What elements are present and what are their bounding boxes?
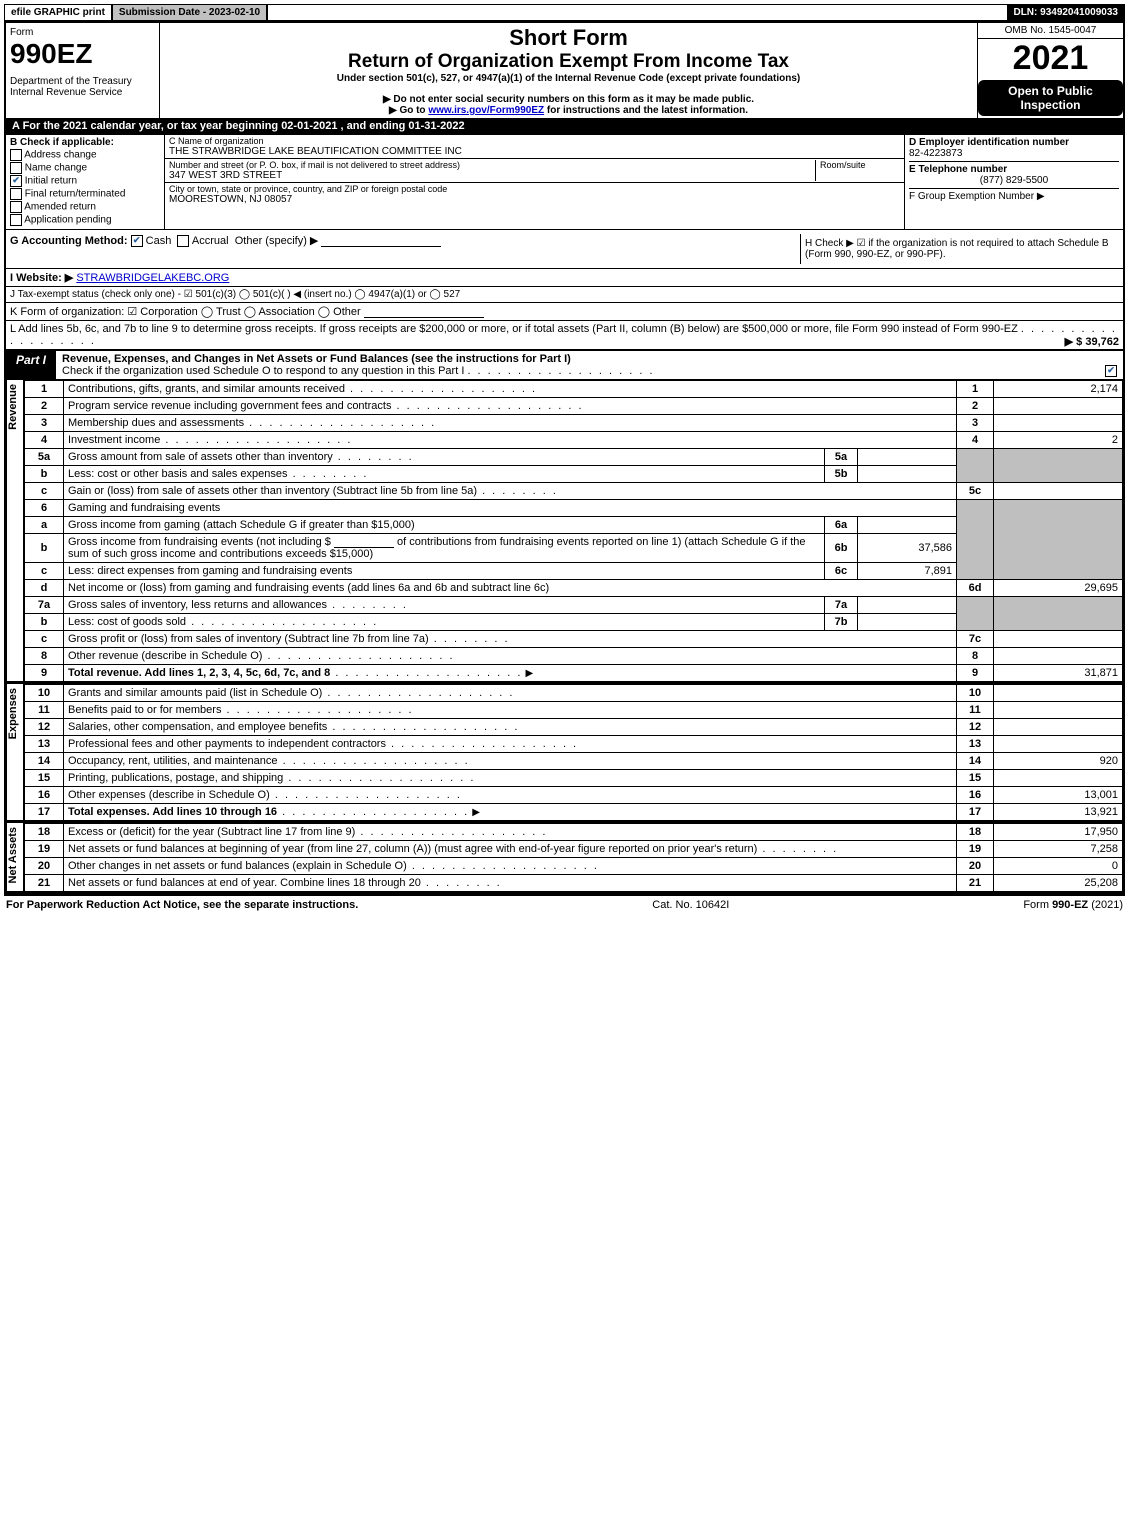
line-g-h: G Accounting Method: ✔ Cash Accrual Othe… xyxy=(6,229,1123,268)
irs-label: Internal Revenue Service xyxy=(10,87,122,98)
box-b-options: Address change Name change ✔ Initial ret… xyxy=(10,149,160,226)
form-word: Form xyxy=(10,27,155,38)
dept-treasury: Department of the Treasury xyxy=(10,76,132,87)
line-6c-val: 7,891 xyxy=(858,563,957,580)
line-17-val: 13,921 xyxy=(994,804,1123,821)
org-info-section: B Check if applicable: Address change Na… xyxy=(6,134,1123,229)
paperwork-notice: For Paperwork Reduction Act Notice, see … xyxy=(6,899,358,911)
checkbox-address-change[interactable] xyxy=(10,149,22,161)
phone-value: (877) 829-5500 xyxy=(909,175,1119,186)
line-1-val: 2,174 xyxy=(994,381,1123,398)
gross-receipts: ▶ $ 39,762 xyxy=(1065,335,1119,348)
top-bar: efile GRAPHIC print Submission Date - 20… xyxy=(4,4,1125,21)
line-6b-val: 37,586 xyxy=(858,534,957,563)
page-footer: For Paperwork Reduction Act Notice, see … xyxy=(4,894,1125,914)
open-public-badge: Open to Public Inspection xyxy=(978,80,1123,116)
expenses-table: 10 Grants and similar amounts paid (list… xyxy=(24,684,1123,821)
checkbox-accrual[interactable] xyxy=(177,235,189,247)
room-label: Room/suite xyxy=(820,160,900,170)
part-i-label: Part I xyxy=(6,351,56,379)
netassets-table: 18 Excess or (deficit) for the year (Sub… xyxy=(24,823,1123,892)
under-section: Under section 501(c), 527, or 4947(a)(1)… xyxy=(168,73,969,84)
website-link[interactable]: STRAWBRIDGELAKEBC.ORG xyxy=(76,272,229,284)
expenses-vlabel: Expenses xyxy=(7,684,23,743)
checkbox-amended[interactable] xyxy=(10,201,22,213)
ein-value: 82-4223873 xyxy=(909,148,1119,159)
checkbox-cash[interactable]: ✔ xyxy=(131,235,143,247)
tax-year: 2021 xyxy=(978,39,1123,78)
part-i-title: Revenue, Expenses, and Changes in Net As… xyxy=(62,353,571,365)
catalog-number: Cat. No. 10642I xyxy=(652,899,729,911)
line-k: K Form of organization: ☑ Corporation ◯ … xyxy=(6,302,1123,320)
part-i-check: Check if the organization used Schedule … xyxy=(62,365,464,377)
line-6d-val: 29,695 xyxy=(994,580,1123,597)
e-phone-label: E Telephone number xyxy=(909,161,1119,175)
d-ein-label: D Employer identification number xyxy=(909,137,1119,148)
street-label: Number and street (or P. O. box, if mail… xyxy=(169,160,815,170)
form-ref: Form 990-EZ (2021) xyxy=(1023,899,1123,911)
efile-label: efile GRAPHIC print xyxy=(5,5,113,20)
revenue-table: 1 Contributions, gifts, grants, and simi… xyxy=(24,380,1123,682)
line-20-val: 0 xyxy=(994,858,1123,875)
checkbox-schedule-o[interactable]: ✔ xyxy=(1105,365,1117,377)
revenue-vlabel: Revenue xyxy=(7,380,23,434)
omb-number: OMB No. 1545-0047 xyxy=(978,23,1123,39)
dln-label: DLN: 93492041009033 xyxy=(1007,5,1124,20)
box-b-title: B Check if applicable: xyxy=(10,137,160,148)
line-l: L Add lines 5b, 6c, and 7b to line 9 to … xyxy=(6,320,1123,349)
line-18-val: 17,950 xyxy=(994,824,1123,841)
period-line-a: A For the 2021 calendar year, or tax yea… xyxy=(6,118,1123,134)
f-group-label: F Group Exemption Number ▶ xyxy=(909,188,1119,202)
checkbox-pending[interactable] xyxy=(10,214,22,226)
checkbox-final-return[interactable] xyxy=(10,188,22,200)
line-j: J Tax-exempt status (check only one) - ☑… xyxy=(6,286,1123,302)
form-number: 990EZ xyxy=(10,38,155,70)
short-form-title: Short Form xyxy=(168,25,969,51)
g-label: G Accounting Method: xyxy=(10,235,128,247)
line-i: I Website: ▶ STRAWBRIDGELAKEBC.ORG xyxy=(6,268,1123,286)
checkbox-initial-return[interactable]: ✔ xyxy=(10,175,22,187)
netassets-vlabel: Net Assets xyxy=(7,823,23,887)
line-9-val: 31,871 xyxy=(994,665,1123,682)
line-14-val: 920 xyxy=(994,753,1123,770)
form-header: Form 990EZ Department of the Treasury In… xyxy=(6,23,1123,118)
do-not-note: ▶ Do not enter social security numbers o… xyxy=(168,94,969,105)
line-16-val: 13,001 xyxy=(994,787,1123,804)
line-21-val: 25,208 xyxy=(994,875,1123,892)
city-value: MOORESTOWN, NJ 08057 xyxy=(169,194,900,205)
city-label: City or town, state or province, country… xyxy=(169,184,900,194)
c-name-label: C Name of organization xyxy=(169,136,900,146)
goto-note: ▶ Go to www.irs.gov/Form990EZ for instru… xyxy=(168,105,969,116)
line-1-no: 1 xyxy=(25,381,64,398)
line-1-rt: 1 xyxy=(957,381,994,398)
street-value: 347 WEST 3RD STREET xyxy=(169,170,815,181)
main-title: Return of Organization Exempt From Incom… xyxy=(168,51,969,73)
line-4-val: 2 xyxy=(994,432,1123,449)
org-name: THE STRAWBRIDGE LAKE BEAUTIFICATION COMM… xyxy=(169,146,900,157)
irs-link[interactable]: www.irs.gov/Form990EZ xyxy=(428,105,544,116)
line-h: H Check ▶ ☑ if the organization is not r… xyxy=(800,234,1119,264)
line-19-val: 7,258 xyxy=(994,841,1123,858)
checkbox-name-change[interactable] xyxy=(10,162,22,174)
submission-date: Submission Date - 2023-02-10 xyxy=(113,5,268,20)
part-i-header: Part I Revenue, Expenses, and Changes in… xyxy=(6,349,1123,380)
